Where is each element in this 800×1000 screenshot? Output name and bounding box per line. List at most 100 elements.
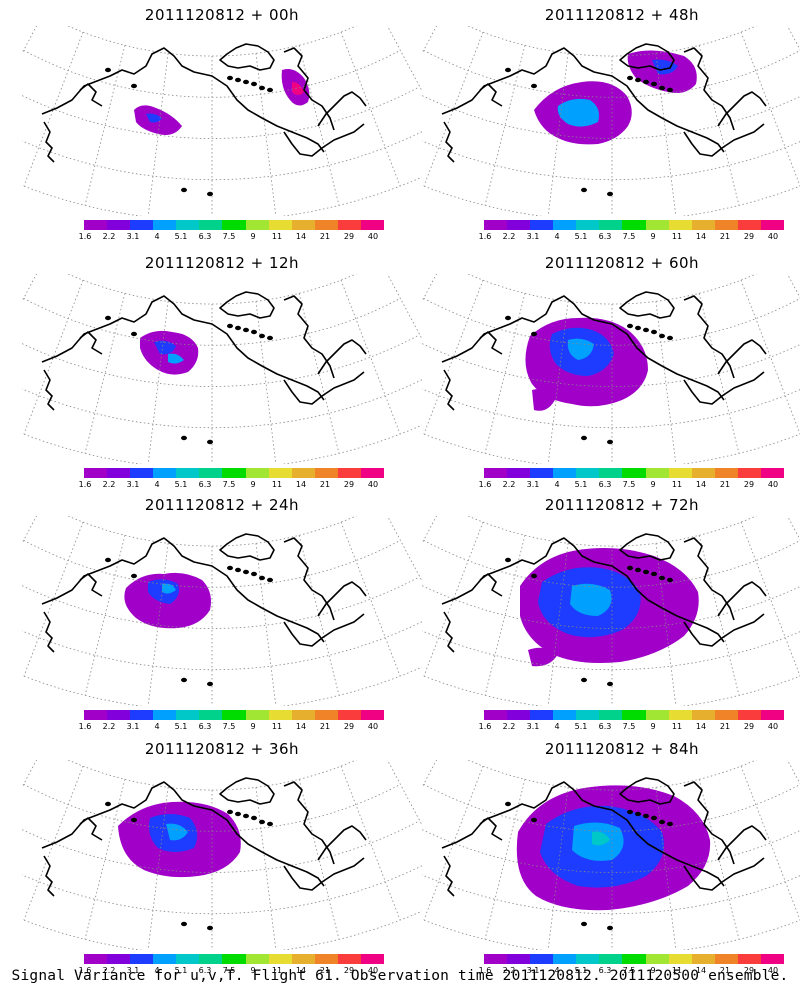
longitude-line	[340, 31, 401, 187]
colorbar-label: 11	[271, 232, 283, 241]
colorbar-swatch	[507, 954, 531, 964]
coastline	[479, 573, 503, 597]
colorbar-label: 2.2	[502, 966, 516, 975]
colorbar-swatch	[130, 710, 154, 720]
island	[207, 925, 214, 931]
colorbar-swatch	[130, 220, 154, 230]
colorbar-swatch	[760, 220, 785, 230]
colorbar-label: 2.2	[102, 722, 116, 731]
colorbar-label: 9	[650, 232, 656, 241]
longitude-line	[740, 279, 800, 435]
colorbar-swatch	[553, 954, 577, 964]
island	[251, 571, 258, 577]
island	[607, 681, 614, 687]
graticule	[22, 765, 422, 950]
colorbar-swatch	[714, 954, 738, 964]
island	[181, 187, 188, 193]
colorbar-label: 2.2	[102, 480, 116, 489]
colorbar	[484, 954, 785, 964]
colorbar-swatch	[337, 468, 361, 478]
colorbar-label: 11	[671, 722, 683, 731]
longitude-line	[84, 535, 126, 696]
coastline	[41, 781, 325, 887]
colorbar-swatch	[691, 710, 715, 720]
coastline	[79, 573, 103, 597]
island	[259, 85, 266, 91]
colorbar-swatch	[484, 468, 508, 478]
variance-contour	[168, 353, 184, 364]
latitude-line	[22, 576, 420, 629]
island	[243, 569, 250, 575]
colorbar-swatch	[314, 468, 338, 478]
coastline	[219, 533, 275, 561]
coastline	[683, 47, 735, 131]
coastline	[619, 43, 675, 71]
colorbar-swatch	[84, 468, 108, 478]
coastline	[283, 371, 365, 405]
longitude-line	[84, 45, 126, 206]
longitude-line	[23, 765, 84, 921]
coastlines	[41, 43, 367, 197]
coastlines	[441, 43, 767, 197]
colorbar-swatch	[507, 710, 531, 720]
latitude-line	[22, 334, 420, 387]
variance-contour	[570, 583, 612, 616]
polar-projection-map	[22, 26, 422, 216]
coastline	[717, 339, 767, 375]
latitude-line	[22, 86, 420, 139]
colorbar-swatch	[291, 710, 315, 720]
colorbar	[484, 710, 785, 720]
island	[581, 921, 588, 927]
colorbar-label: 4	[554, 232, 560, 241]
colorbar-label: 14	[695, 480, 707, 489]
graticule	[22, 521, 422, 706]
colorbar-label: 3.1	[126, 966, 140, 975]
island	[635, 325, 642, 331]
colorbar-swatch	[245, 710, 269, 720]
longitude-line	[23, 279, 84, 435]
colorbar-label: 3.1	[526, 480, 540, 489]
island	[635, 77, 642, 83]
colorbar-label: 9	[650, 722, 656, 731]
coastline	[619, 777, 675, 805]
colorbar-swatch	[314, 220, 338, 230]
panel-title: 2011120812 + 72h	[544, 496, 700, 514]
colorbar-label: 21	[719, 232, 731, 241]
colorbar	[84, 710, 385, 720]
coastline	[317, 825, 367, 861]
coastline	[619, 533, 675, 561]
colorbar-swatch	[199, 220, 223, 230]
colorbar-swatch	[530, 468, 554, 478]
colorbar-swatch	[645, 710, 669, 720]
colorbar-swatch	[714, 468, 738, 478]
latitude-line	[422, 829, 800, 873]
colorbar-label: 5.1	[174, 966, 188, 975]
colorbar-label: 6.3	[598, 966, 612, 975]
variance-contour	[567, 338, 594, 360]
island	[651, 329, 658, 335]
colorbar-swatch	[107, 954, 131, 964]
island	[131, 83, 138, 89]
colorbar-swatch	[199, 954, 223, 964]
panel-title: 2011120812 + 84h	[544, 740, 700, 758]
colorbar-label: 11	[271, 480, 283, 489]
coastline	[441, 537, 725, 643]
colorbar-label: 21	[719, 966, 731, 975]
panel-title: 2011120812 + 00h	[144, 6, 300, 24]
island	[627, 809, 634, 815]
longitude-line	[298, 293, 340, 454]
colorbar-label: 11	[671, 966, 683, 975]
map-panel: 2011120812 + 24h 1.6 2.2 3.1 4 5.1 6.3 7.5 9 11 14…	[22, 490, 422, 734]
island	[627, 565, 634, 571]
colorbar-swatch	[484, 220, 508, 230]
colorbar-label: 11	[671, 232, 683, 241]
colorbar-label: 6.3	[598, 232, 612, 241]
colorbar-label: 3.1	[126, 722, 140, 731]
colorbar-label: 2.2	[102, 966, 116, 975]
colorbar-swatch	[553, 710, 577, 720]
map-boundary	[22, 274, 422, 464]
coastline	[41, 537, 325, 643]
colorbar-swatch	[153, 468, 177, 478]
colorbar-swatch	[268, 220, 292, 230]
latitude-line	[422, 140, 800, 181]
